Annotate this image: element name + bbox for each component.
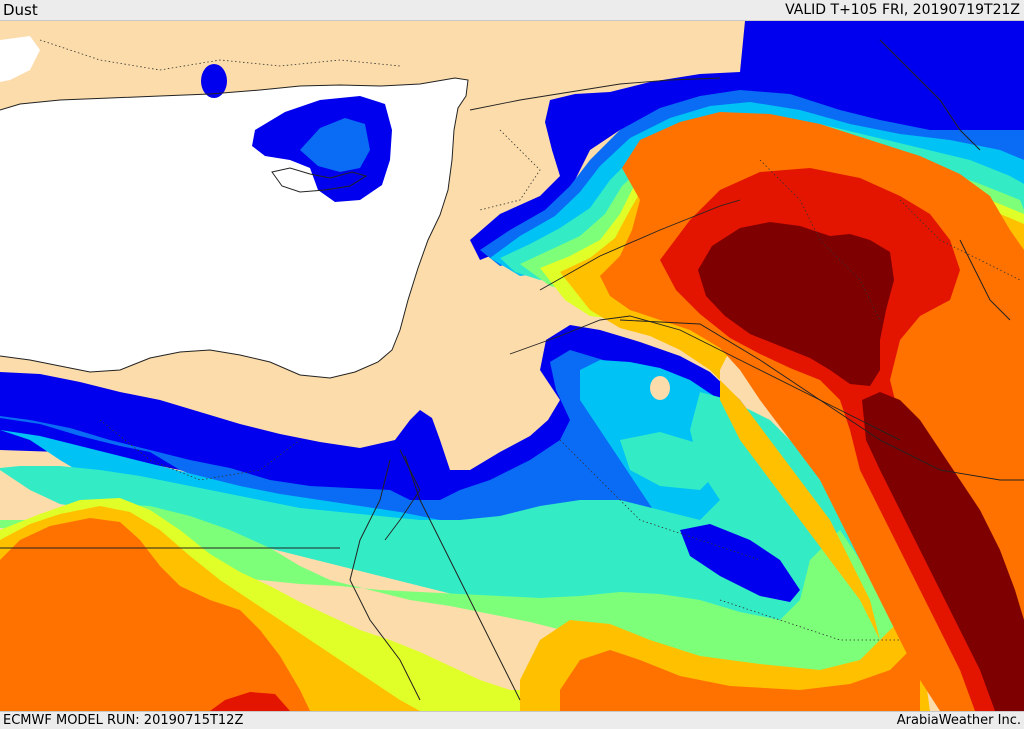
aegean-islands-sea xyxy=(0,36,40,82)
dust-zone-extreme-south-east xyxy=(862,392,1024,711)
border-syria-iraq xyxy=(539,199,741,291)
gulf-coast xyxy=(959,239,1011,321)
dust-zone-light-moderate-pocket xyxy=(620,432,720,490)
dust-map xyxy=(0,21,1024,711)
dust-zone-low-cyprus xyxy=(300,118,370,172)
dust-zone-very-high-west xyxy=(0,518,310,711)
red-sea-coast-east xyxy=(404,455,521,701)
clear-spot xyxy=(650,376,670,400)
dust-zone-very-low-band xyxy=(680,524,800,602)
caspian-coast xyxy=(879,39,981,151)
border-turkey-syria xyxy=(469,77,721,111)
valid-time-label: VALID T+105 FRI, 20190719T21Z xyxy=(785,2,1020,18)
dust-zone-extreme-east xyxy=(698,222,894,386)
footer-bar: ECMWF MODEL RUN: 20190715T12Z ArabiaWeat… xyxy=(0,711,1024,729)
cyprus-coast xyxy=(271,167,368,193)
dust-zone-very-low-aegean xyxy=(201,64,227,98)
province-line-5 xyxy=(559,439,761,561)
dust-zone-severe-west xyxy=(210,692,290,711)
brand-label: ArabiaWeather Inc. xyxy=(896,713,1021,728)
province-line-7 xyxy=(899,199,1021,281)
dust-zone-very-high-south xyxy=(560,650,920,711)
dust-zone-very-low-east xyxy=(470,21,1024,300)
country-borders xyxy=(0,77,1024,549)
dust-zone-very-low-caucasus xyxy=(770,28,786,44)
province-line-6 xyxy=(719,599,900,641)
red-sea-coast-west xyxy=(349,459,421,701)
dust-zone-moderate-west xyxy=(0,504,900,690)
province-line-2 xyxy=(479,129,541,211)
mediterranean-sea xyxy=(0,78,468,378)
province-borders xyxy=(39,39,1021,641)
border-sinai xyxy=(384,449,421,541)
dust-map-canvas xyxy=(0,21,1024,711)
header-bar: Dust VALID T+105 FRI, 20190719T21Z xyxy=(0,0,1024,21)
med-coastline xyxy=(0,77,469,379)
coastlines xyxy=(0,39,1011,701)
province-line-3 xyxy=(759,159,881,321)
product-label: Dust xyxy=(3,1,38,19)
border-jordan-saudi xyxy=(509,315,901,441)
border-iraq-saudi xyxy=(619,319,1024,481)
model-run-label: ECMWF MODEL RUN: 20190715T12Z xyxy=(3,713,244,728)
province-line-1 xyxy=(39,39,401,71)
